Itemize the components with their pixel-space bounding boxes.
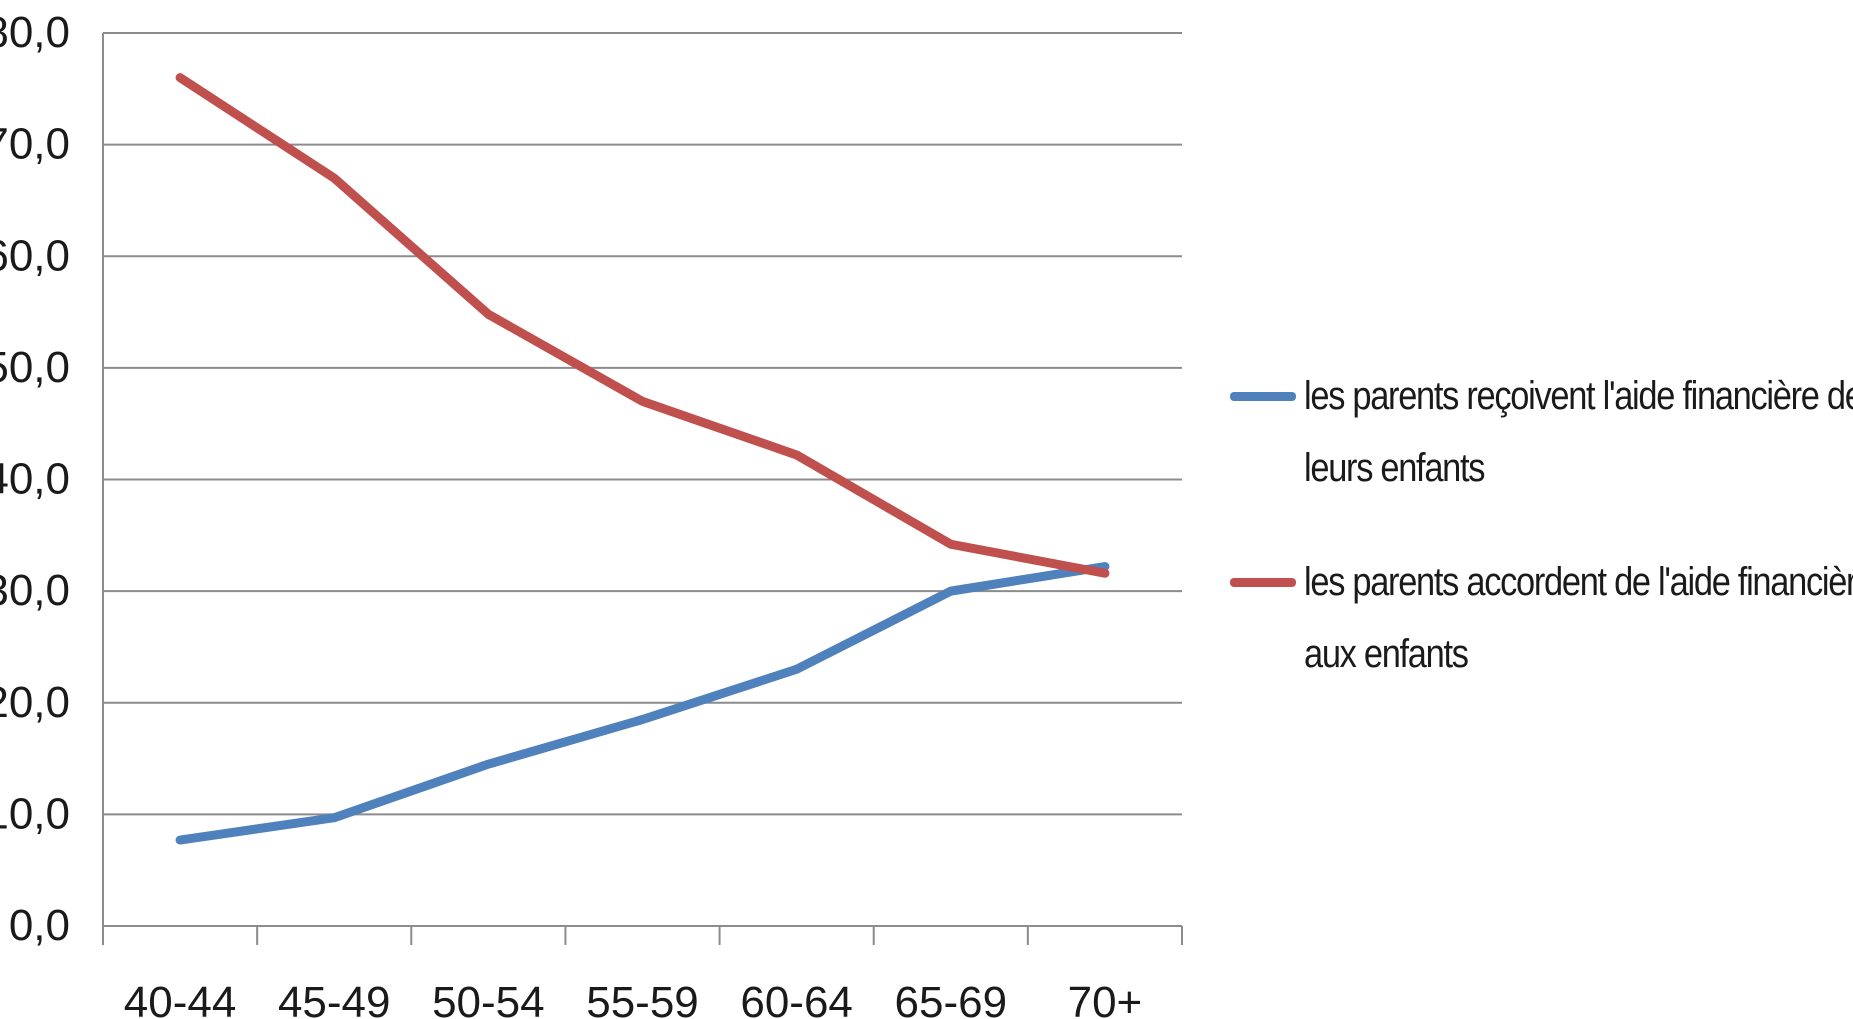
legend-label-receive: les parents reçoivent l'aide financière … <box>1304 374 1853 490</box>
y-tick-label: 80,0 <box>0 8 70 57</box>
y-tick-label: 20,0 <box>0 678 70 727</box>
legend: les parents reçoivent l'aide financière … <box>1230 360 1853 732</box>
gridlines <box>103 32 1182 927</box>
y-tick-label: 40,0 <box>0 455 70 504</box>
legend-label-give: les parents accordent de l'aide financiè… <box>1304 560 1853 676</box>
series-line-receive <box>175 562 1110 845</box>
x-tick-label: 40-44 <box>124 978 237 1019</box>
y-tick-label: 0,0 <box>9 901 70 950</box>
x-tick-label: 70+ <box>1068 978 1143 1019</box>
legend-swatch-give <box>1230 578 1296 587</box>
series-lines <box>175 73 1110 845</box>
legend-item-receive: les parents reçoivent l'aide financière … <box>1230 360 1853 504</box>
series-line-give <box>175 73 1110 578</box>
y-axis-tick-labels: 0,0 10,0 20,0 30,0 40,0 50,0 60,0 70,0 80,0 <box>0 8 70 950</box>
y-tick-label: 60,0 <box>0 231 70 280</box>
x-tick-label: 65-69 <box>895 978 1008 1019</box>
x-tick-label: 60-64 <box>740 978 853 1019</box>
y-tick-label: 70,0 <box>0 120 70 169</box>
x-axis-tick-labels: 40-44 45-49 50-54 55-59 60-64 65-69 70+ <box>124 978 1142 1019</box>
x-tick-label: 45-49 <box>278 978 391 1019</box>
y-tick-label: 50,0 <box>0 343 70 392</box>
legend-item-give: les parents accordent de l'aide financiè… <box>1230 546 1853 690</box>
legend-swatch-receive <box>1230 392 1296 401</box>
axes <box>102 33 1183 945</box>
x-tick-label: 50-54 <box>432 978 545 1019</box>
x-tick-label: 55-59 <box>586 978 699 1019</box>
y-tick-label: 30,0 <box>0 566 70 615</box>
y-tick-label: 10,0 <box>0 789 70 838</box>
